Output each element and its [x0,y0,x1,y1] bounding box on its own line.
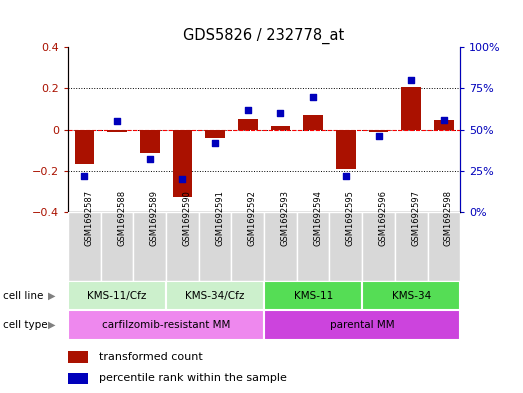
Bar [100,212,133,281]
Bar [68,212,100,281]
Bar [329,212,362,281]
Bar [303,115,323,130]
Bar [166,281,264,310]
Text: GSM1692596: GSM1692596 [379,190,388,246]
Text: transformed count: transformed count [99,352,203,362]
Text: carfilzomib-resistant MM: carfilzomib-resistant MM [102,320,230,330]
Bar [173,130,192,197]
Text: KMS-34: KMS-34 [392,291,431,301]
Text: KMS-34/Cfz: KMS-34/Cfz [185,291,245,301]
Text: GSM1692587: GSM1692587 [84,190,93,246]
Point [309,94,317,100]
Bar [166,212,199,281]
Bar [74,130,94,164]
Text: GSM1692598: GSM1692598 [444,190,453,246]
Bar [140,130,160,153]
Bar [297,212,329,281]
Bar [133,212,166,281]
Bar [362,212,395,281]
Text: parental MM: parental MM [330,320,394,330]
Bar [199,212,231,281]
Bar [428,212,460,281]
Bar [68,351,88,363]
Point [276,110,285,116]
Point [178,176,187,182]
Point [145,156,154,163]
Point [113,118,121,125]
Point [374,133,383,140]
Text: KMS-11: KMS-11 [293,291,333,301]
Bar [336,130,356,169]
Bar [369,130,388,132]
Text: cell type: cell type [3,320,47,330]
Bar [68,310,264,340]
Point [342,173,350,179]
Bar [271,125,290,130]
Text: GSM1692588: GSM1692588 [117,190,126,246]
Text: GSM1692594: GSM1692594 [313,190,322,246]
Bar [362,281,460,310]
Text: KMS-11/Cfz: KMS-11/Cfz [87,291,147,301]
Text: ▶: ▶ [48,320,55,330]
Bar [68,281,166,310]
Bar [402,87,421,130]
Text: GSM1692597: GSM1692597 [411,190,420,246]
Point [80,173,88,179]
Bar [107,130,127,132]
Bar [264,281,362,310]
Point [407,77,415,83]
Title: GDS5826 / 232778_at: GDS5826 / 232778_at [184,28,345,44]
Bar [68,373,88,384]
Bar [231,212,264,281]
Point [244,107,252,113]
Bar [434,120,453,130]
Text: GSM1692592: GSM1692592 [248,190,257,246]
Point [440,117,448,123]
Text: percentile rank within the sample: percentile rank within the sample [99,373,287,384]
Point [211,140,219,146]
Bar [395,212,428,281]
Text: GSM1692590: GSM1692590 [183,190,191,246]
Bar [238,119,257,130]
Bar [264,212,297,281]
Text: GSM1692589: GSM1692589 [150,190,158,246]
Text: cell line: cell line [3,291,43,301]
Bar [206,130,225,138]
Text: GSM1692593: GSM1692593 [280,190,289,246]
Text: ▶: ▶ [48,291,55,301]
Bar [264,310,460,340]
Text: GSM1692591: GSM1692591 [215,190,224,246]
Text: GSM1692595: GSM1692595 [346,190,355,246]
